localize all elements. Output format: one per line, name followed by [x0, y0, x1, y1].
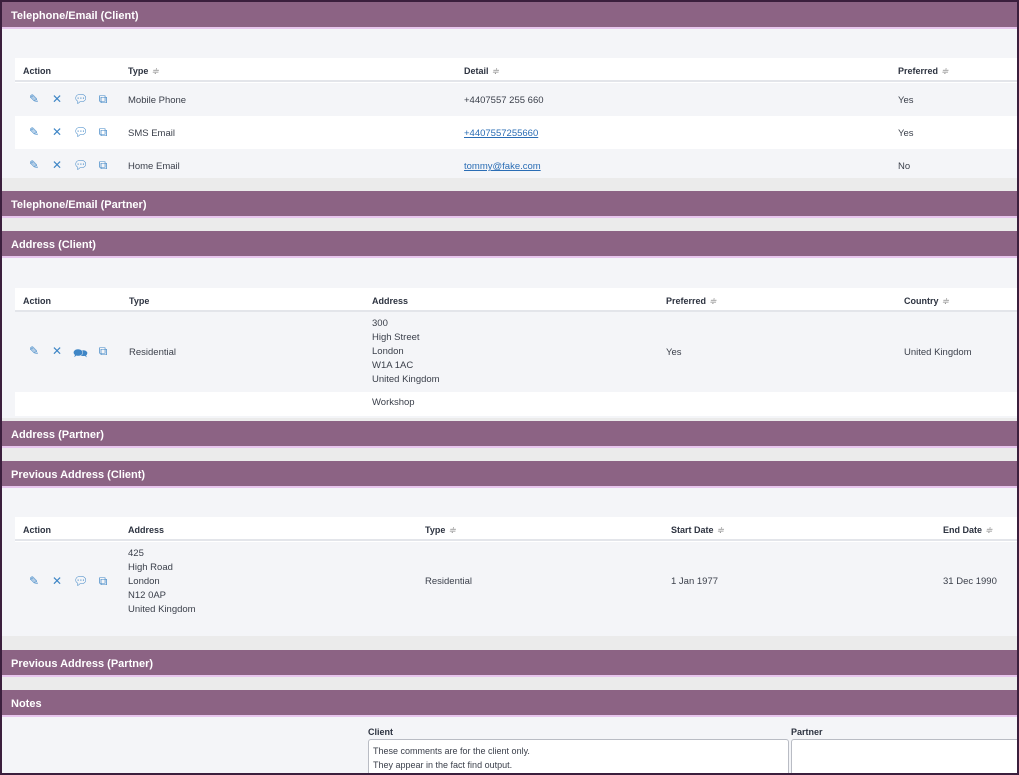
col-address: Address	[128, 525, 165, 535]
comments-icon[interactable]: 🗪	[73, 346, 88, 360]
col-end-date[interactable]: End Date ≑	[943, 525, 993, 535]
cell-address: 300 High Street London W1A 1AC United Kingdo…	[372, 318, 440, 385]
partner-notes-label: Partner	[791, 727, 823, 737]
sort-icon[interactable]: ≑	[709, 296, 717, 306]
section-body-address-client: Action Type Address Preferred ≑ Country ≑ …	[2, 258, 1017, 418]
cell-preferred: Yes	[898, 128, 914, 139]
table-header: Action Type ≑ Detail ≑ Preferred ≑	[15, 58, 1017, 82]
cell-preferred: Yes	[898, 95, 914, 106]
col-address: Address	[372, 296, 409, 306]
cell-start-date: 1 Jan 1977	[671, 576, 719, 587]
col-action: Action	[23, 66, 51, 76]
sort-icon[interactable]: ≑	[448, 525, 456, 535]
copy-icon[interactable]: ⧉	[98, 92, 108, 106]
copy-icon[interactable]: ⧉	[98, 158, 108, 172]
table-row: ✎ ✕ 💬︎ ⧉ Mobile Phone +4407557 255 660 Yes	[15, 83, 1017, 116]
edit-icon[interactable]: ✎	[28, 344, 40, 358]
row-actions: ✎ ✕ 💬︎ ⧉	[27, 125, 110, 140]
cell-address: 425 High Road London N12 0AP United Kingdom	[128, 548, 196, 615]
cell-detail-link[interactable]: tommy@fake.com	[464, 161, 541, 172]
table-row: Workshop	[15, 394, 1017, 414]
edit-icon[interactable]: ✎	[28, 574, 40, 588]
col-action: Action	[23, 296, 51, 306]
sort-icon[interactable]: ≑	[985, 525, 993, 535]
cell-type: Residential	[129, 347, 176, 358]
col-preferred[interactable]: Preferred ≑	[666, 296, 717, 306]
col-type[interactable]: Type ≑	[128, 66, 159, 76]
cell-detail-link[interactable]: +4407557255660	[464, 128, 539, 139]
sort-icon[interactable]: ≑	[716, 525, 725, 535]
section-header-telephone-partner[interactable]: Telephone/Email (Partner)	[2, 191, 1017, 218]
comment-icon[interactable]: 💬︎	[73, 92, 89, 106]
close-icon[interactable]: ✕	[51, 92, 63, 106]
copy-icon[interactable]: ⧉	[98, 125, 108, 139]
cell-preferred: No	[898, 161, 911, 172]
copy-icon[interactable]: ⧉	[98, 574, 108, 588]
previous-address-table: Action Address Type ≑ Start Date ≑ End Dat…	[15, 517, 1017, 623]
address-table: Action Type Address Preferred ≑ Country ≑ …	[15, 288, 1017, 416]
col-action: Action	[23, 525, 51, 535]
row-actions: ✎ ✕ 💬︎ ⧉	[27, 574, 110, 589]
client-notes-textarea[interactable]: These comments are for the client only. T…	[368, 739, 789, 773]
cell-address: Workshop	[372, 397, 415, 408]
comment-icon[interactable]: 💬︎	[73, 574, 89, 588]
section-header-address-partner[interactable]: Address (Partner)	[2, 421, 1017, 448]
copy-icon[interactable]: ⧉	[98, 344, 108, 358]
sort-icon[interactable]: ≑	[491, 66, 500, 76]
row-actions: ✎ ✕ 💬︎ ⧉	[27, 92, 110, 107]
col-preferred[interactable]: Preferred ≑	[898, 66, 949, 76]
cell-type: SMS Email	[128, 128, 175, 139]
cell-type: Residential	[425, 576, 472, 587]
cell-preferred: Yes	[666, 347, 682, 358]
col-country[interactable]: Country ≑	[904, 296, 950, 306]
cell-country: United Kingdom	[904, 347, 972, 358]
cell-type: Mobile Phone	[128, 95, 187, 106]
edit-icon[interactable]: ✎	[28, 92, 40, 106]
table-row: ✎ ✕ 💬︎ ⧉ 425 High Road London N12 0AP United Ki…	[15, 542, 1017, 623]
edit-icon[interactable]: ✎	[28, 158, 40, 172]
section-body-notes: Client Partner These comments are for th…	[2, 717, 1017, 773]
sort-icon[interactable]: ≑	[151, 66, 159, 76]
col-type[interactable]: Type ≑	[425, 525, 456, 535]
comment-icon[interactable]: 💬︎	[73, 125, 89, 139]
partner-notes-textarea[interactable]	[791, 739, 1017, 773]
table-row: ✎ ✕ 💬︎ ⧉ SMS Email +4407557255660 Yes	[15, 116, 1017, 149]
cell-detail: +4407557 255 660	[464, 95, 544, 106]
section-header-notes[interactable]: Notes	[2, 690, 1017, 717]
sort-icon[interactable]: ≑	[941, 66, 949, 76]
close-icon[interactable]: ✕	[51, 574, 63, 588]
section-header-address-client[interactable]: Address (Client)	[2, 231, 1017, 258]
section-body-previous-address-client: Action Address Type ≑ Start Date ≑ End Dat…	[2, 488, 1017, 636]
table-row: ✎ ✕ 🗪 ⧉ Residential 300 High Street London W1A…	[15, 312, 1017, 392]
close-icon[interactable]: ✕	[51, 344, 63, 358]
sort-icon[interactable]: ≑	[941, 296, 950, 306]
table-row: ✎ ✕ 💬︎ ⧉ Home Email tommy@fake.com No	[15, 149, 1017, 178]
table-header: Action Type Address Preferred ≑ Country ≑	[15, 288, 1017, 312]
close-icon[interactable]: ✕	[51, 158, 63, 172]
comment-icon[interactable]: 💬︎	[73, 158, 89, 172]
telephone-table: Action Type ≑ Detail ≑ Preferred ≑ ✎ ✕ 💬︎ ⧉ Mo…	[15, 58, 1017, 178]
cell-end-date: 31 Dec 1990	[943, 576, 997, 587]
section-header-previous-address-client[interactable]: Previous Address (Client)	[2, 461, 1017, 488]
table-header: Action Address Type ≑ Start Date ≑ End Dat…	[15, 517, 1017, 541]
section-body-telephone-client: Action Type ≑ Detail ≑ Preferred ≑ ✎ ✕ 💬︎ ⧉ Mo…	[2, 29, 1017, 178]
close-icon[interactable]: ✕	[51, 125, 63, 139]
row-actions: ✎ ✕ 🗪 ⧉	[27, 344, 110, 365]
client-notes-label: Client	[368, 727, 394, 737]
col-type: Type	[129, 296, 150, 306]
section-header-telephone-client[interactable]: Telephone/Email (Client)	[2, 2, 1017, 29]
col-detail[interactable]: Detail ≑	[464, 66, 500, 76]
cell-type: Home Email	[128, 161, 180, 172]
row-actions: ✎ ✕ 💬︎ ⧉	[27, 158, 110, 173]
edit-icon[interactable]: ✎	[28, 125, 40, 139]
section-header-previous-address-partner[interactable]: Previous Address (Partner)	[2, 650, 1017, 677]
col-start-date[interactable]: Start Date ≑	[671, 525, 725, 535]
